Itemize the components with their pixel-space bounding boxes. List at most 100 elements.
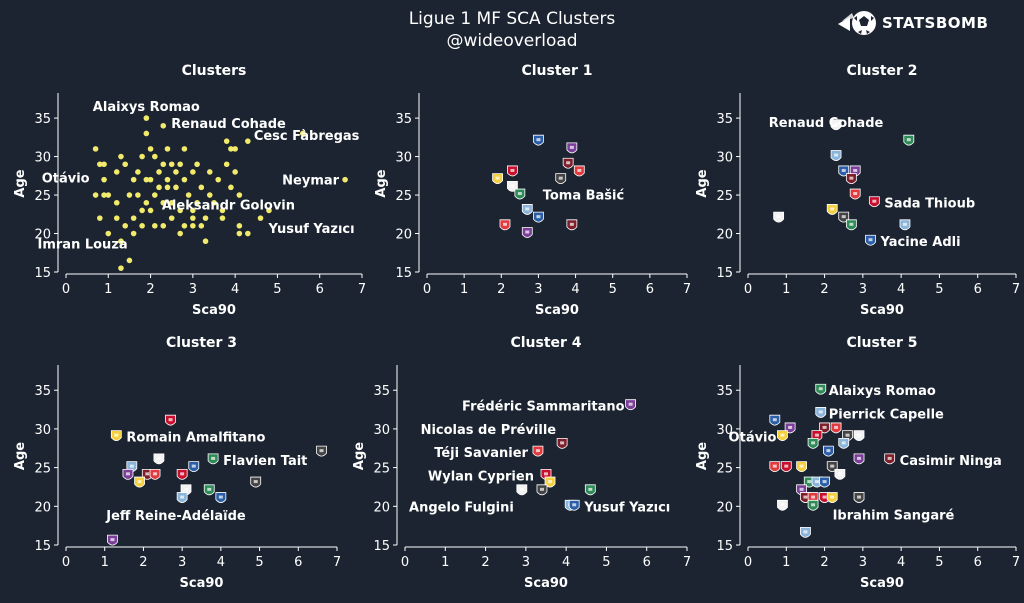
crest-detail bbox=[525, 207, 530, 211]
x-axis-label: Sca90 bbox=[860, 576, 904, 591]
crest-detail bbox=[114, 433, 119, 437]
data-point bbox=[300, 130, 306, 137]
player-label: Renaud Cohade bbox=[769, 116, 884, 131]
y-axis-label: Age bbox=[352, 442, 367, 470]
crest-detail bbox=[830, 464, 835, 468]
y-tick-label: 15 bbox=[34, 539, 51, 554]
data-point bbox=[168, 215, 175, 221]
crest-detail bbox=[780, 433, 785, 437]
crest-detail bbox=[544, 472, 548, 476]
x-tick-label: 0 bbox=[62, 282, 70, 297]
crest-detail bbox=[560, 441, 565, 445]
crest-detail bbox=[137, 480, 142, 484]
player-label: Aleksandr Golovin bbox=[162, 199, 295, 214]
club-crest-point bbox=[834, 468, 846, 480]
data-point bbox=[266, 207, 272, 214]
data-point bbox=[126, 257, 133, 264]
crest-detail bbox=[153, 472, 158, 476]
x-tick-label: 6 bbox=[294, 555, 302, 570]
player-label: Imran Louza bbox=[38, 238, 128, 253]
data-point bbox=[194, 199, 200, 206]
data-point bbox=[122, 161, 128, 168]
x-tick-label: 2 bbox=[481, 555, 489, 570]
player-label: Sada Thioub bbox=[884, 197, 975, 212]
crest-detail bbox=[822, 425, 827, 429]
crest-detail bbox=[803, 530, 808, 534]
x-tick-label: 0 bbox=[62, 555, 70, 570]
club-crest-point bbox=[769, 414, 781, 426]
y-tick-label: 20 bbox=[34, 500, 51, 515]
x-tick-label: 0 bbox=[744, 282, 752, 297]
data-point bbox=[147, 146, 154, 152]
x-tick-label: 1 bbox=[101, 555, 109, 570]
data-point bbox=[219, 215, 226, 221]
y-tick-label: 35 bbox=[373, 384, 390, 399]
club-crest-point bbox=[176, 492, 188, 503]
crest-detail bbox=[510, 184, 515, 188]
chart-panel: Clusters 0 1 2 3 4 5 6 7 15 20 25 30 35 Sca90 Age Alaixy… bbox=[13, 63, 366, 318]
data-point bbox=[135, 169, 141, 175]
club-crest-point bbox=[884, 453, 896, 465]
club-crest-point bbox=[769, 461, 781, 473]
y-axis-label: Age bbox=[374, 169, 389, 197]
club-crest-point bbox=[807, 437, 819, 449]
y-tick-label: 35 bbox=[395, 112, 412, 127]
club-crest-point bbox=[568, 499, 580, 511]
data-point bbox=[139, 223, 145, 229]
club-crest-point bbox=[777, 430, 788, 442]
x-tick-label: 1 bbox=[460, 282, 468, 297]
club-crest-point bbox=[584, 484, 596, 496]
club-crest-point bbox=[556, 437, 568, 449]
crest-detail bbox=[807, 480, 812, 484]
x-tick-label: 7 bbox=[333, 555, 341, 570]
chart-panel: Cluster 1 0 1 2 3 4 5 6 7 15 20 25 30 35 Sca90 Age Toma … bbox=[374, 63, 691, 318]
crest-detail bbox=[818, 387, 823, 391]
club-crest-point bbox=[830, 422, 842, 434]
club-crest-point bbox=[826, 204, 838, 215]
data-point bbox=[181, 146, 188, 152]
data-point bbox=[198, 223, 205, 229]
data-point bbox=[101, 176, 107, 183]
x-axis-label: Sca90 bbox=[524, 576, 568, 591]
player-label: Renaud Cohade bbox=[171, 117, 286, 132]
data-point bbox=[185, 192, 192, 198]
club-crest-point bbox=[176, 468, 188, 480]
data-point bbox=[130, 176, 137, 183]
crest-detail bbox=[776, 215, 781, 219]
x-tick-label: 2 bbox=[146, 282, 154, 297]
crest-detail bbox=[510, 168, 515, 172]
crest-detail bbox=[525, 230, 530, 234]
club-crest-point bbox=[903, 134, 915, 146]
x-tick-label: 2 bbox=[139, 555, 147, 570]
x-axis-label: Sca90 bbox=[860, 303, 904, 318]
club-crest-point bbox=[536, 484, 548, 496]
club-crest-point bbox=[796, 461, 807, 473]
crest-detail bbox=[536, 138, 541, 142]
y-tick-label: 30 bbox=[716, 423, 733, 438]
data-point bbox=[105, 230, 112, 237]
crest-detail bbox=[906, 138, 911, 142]
chart-panel: Cluster 2 0 1 2 3 4 5 6 7 15 20 25 30 35 Sca90 Age Renau… bbox=[695, 63, 1020, 318]
crest-detail bbox=[253, 480, 258, 484]
player-label: Otávio bbox=[42, 172, 90, 187]
x-tick-label: 0 bbox=[423, 282, 431, 297]
x-tick-label: 1 bbox=[104, 282, 112, 297]
x-axis-label: Sca90 bbox=[535, 303, 579, 318]
x-tick-label: 3 bbox=[859, 555, 867, 570]
data-point bbox=[147, 176, 154, 183]
data-point bbox=[190, 207, 196, 214]
crest-detail bbox=[110, 538, 115, 542]
player-label: Pierrick Capelle bbox=[829, 407, 944, 422]
crest-detail bbox=[811, 503, 816, 507]
player-label: Yacine Adli bbox=[880, 235, 961, 250]
data-point bbox=[118, 265, 124, 271]
x-tick-label: 5 bbox=[255, 555, 263, 570]
data-point bbox=[97, 215, 103, 221]
club-crest-point bbox=[203, 484, 215, 496]
crest-detail bbox=[811, 441, 816, 445]
data-point bbox=[245, 230, 251, 237]
data-point bbox=[156, 169, 162, 175]
data-point bbox=[202, 215, 209, 221]
data-point bbox=[236, 230, 243, 237]
club-crest-point bbox=[807, 499, 819, 511]
